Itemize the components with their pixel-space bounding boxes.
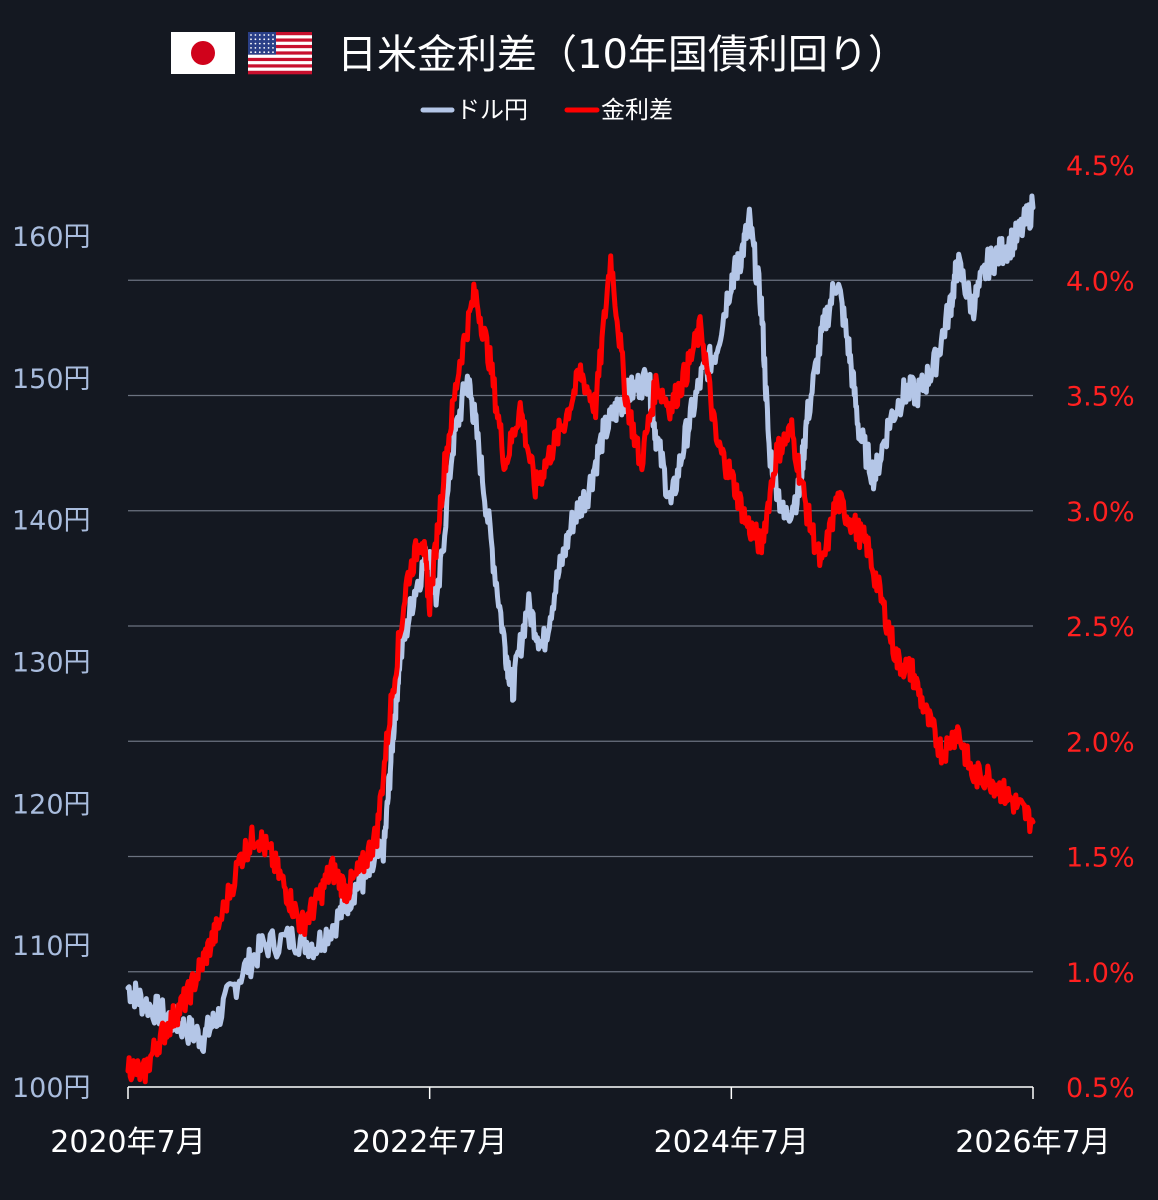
right-tick-label: 1.0% [1066, 958, 1135, 989]
legend: ドル円 金利差 [420, 96, 673, 124]
right-tick-label: 4.5% [1066, 151, 1135, 182]
right-tick-label: 0.5% [1066, 1073, 1135, 1104]
gridlines [128, 279, 1033, 1088]
left-tick-label: 130円 [12, 648, 91, 679]
right-tick-label: 3.5% [1066, 382, 1135, 413]
x-tick-label: 2022年7月 [352, 1125, 507, 1160]
legend-label-usdjpy: ドル円 [456, 96, 528, 124]
left-axis-ticks: 100円 110円 120円 130円 140円 150円 160円 [12, 222, 91, 1104]
left-tick-label: 110円 [12, 931, 91, 962]
right-tick-label: 4.0% [1066, 266, 1135, 297]
x-tick-label: 2024年7月 [654, 1125, 809, 1160]
left-tick-label: 160円 [12, 222, 91, 253]
series-line-spread [125, 253, 1036, 1085]
left-tick-label: 150円 [12, 364, 91, 395]
x-tick-label: 2020年7月 [50, 1125, 205, 1160]
left-tick-label: 140円 [12, 506, 91, 537]
right-tick-label: 2.0% [1066, 727, 1135, 758]
x-axis-ticks: 2020年7月 2022年7月 2024年7月 2026年7月 [50, 1087, 1111, 1160]
right-tick-label: 1.5% [1066, 843, 1135, 874]
japan-flag-icon [171, 32, 235, 74]
right-tick-label: 2.5% [1066, 612, 1135, 643]
usa-flag-icon [248, 32, 312, 75]
chart-title: 日米金利差（10年国債利回り） [337, 32, 908, 78]
legend-label-spread: 金利差 [601, 96, 673, 124]
left-tick-label: 100円 [12, 1073, 91, 1104]
left-tick-label: 120円 [12, 789, 91, 820]
right-tick-label: 3.0% [1066, 497, 1135, 528]
series-lines [125, 193, 1036, 1085]
right-axis-ticks: 0.5% 1.0% 1.5% 2.0% 2.5% 3.0% 3.5% 4.0% 4.5% [1066, 151, 1135, 1104]
x-tick-label: 2026年7月 [955, 1125, 1110, 1160]
